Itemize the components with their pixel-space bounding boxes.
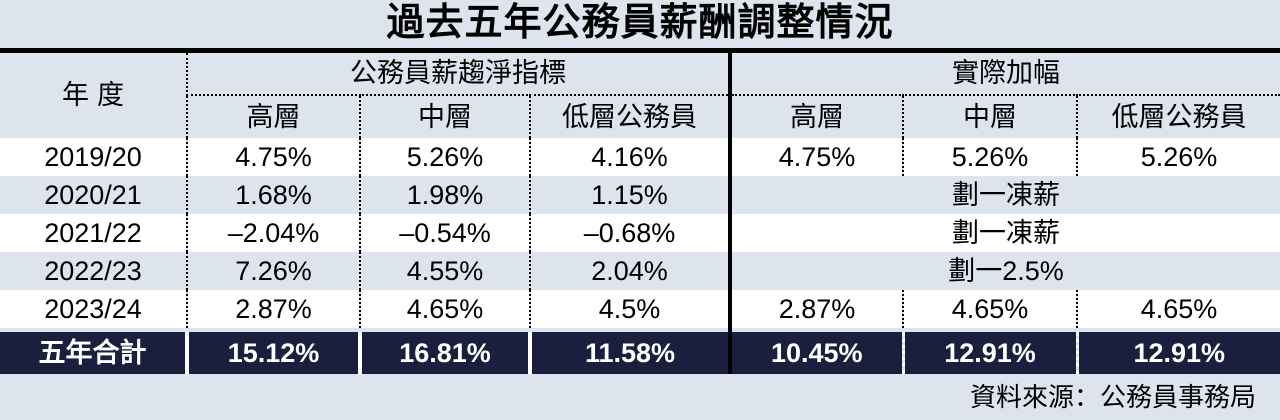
value-cell: 4.16% <box>529 138 730 176</box>
column-header-year: 年度 <box>0 50 187 138</box>
total-value-cell: 15.12% <box>185 328 360 374</box>
value-cell: 4.75% <box>186 138 360 176</box>
year-cell: 2023/24 <box>0 290 187 330</box>
table-row-2020-21: 2020/21 1.68% 1.98% 1.15% 劃一凍薪 <box>0 176 1280 214</box>
value-cell: 4.5% <box>529 290 730 330</box>
value-cell: 5.26% <box>902 138 1077 176</box>
total-value-cell: 16.81% <box>358 328 530 374</box>
column-header-actual-lower: 低層公務員 <box>1075 95 1280 138</box>
total-value-cell: 10.45% <box>728 328 903 374</box>
year-cell: 2022/23 <box>0 252 187 290</box>
total-label-cell: 五年合計 <box>0 328 187 374</box>
value-cell: 2.87% <box>728 290 903 330</box>
table-row-2021-22: 2021/22 –2.04% –0.54% –0.68% 劃一凍薪 <box>0 214 1280 252</box>
column-header-trend-lower: 低層公務員 <box>529 95 730 138</box>
value-cell: 4.75% <box>728 138 903 176</box>
data-source-caption: 資料來源：公務員事務局 <box>969 382 1256 412</box>
value-cell: 4.65% <box>359 290 530 330</box>
value-cell: 4.65% <box>1075 290 1280 330</box>
table-row-2022-23: 2022/23 7.26% 4.55% 2.04% 劃一2.5% <box>0 252 1280 290</box>
column-header-trend-middle: 中層 <box>359 95 530 138</box>
table-row-2023-24: 2023/24 2.87% 4.65% 4.5% 2.87% 4.65% 4.6… <box>0 290 1280 330</box>
table-row-2019-20: 2019/20 4.75% 5.26% 4.16% 4.75% 5.26% 5.… <box>0 138 1280 176</box>
value-cell: –0.54% <box>359 214 530 252</box>
value-cell: 1.98% <box>359 176 530 214</box>
page-title: 過去五年公務員薪酬調整情況 <box>386 2 894 44</box>
value-cell: 1.15% <box>529 176 730 214</box>
total-value-cell: 11.58% <box>528 328 730 374</box>
total-value-cell: 12.91% <box>901 328 1077 374</box>
merged-cell-pay-freeze: 劃一凍薪 <box>727 214 1280 252</box>
column-header-actual-middle: 中層 <box>902 95 1077 138</box>
table-group-header-row: 年度 公務員薪趨淨指標 實際加幅 <box>0 50 1280 138</box>
value-cell: 4.55% <box>359 252 530 290</box>
merged-cell-pay-freeze: 劃一凍薪 <box>727 176 1280 214</box>
value-cell: 5.26% <box>359 138 530 176</box>
table-sub-header-row: 高層 中層 低層公務員 高層 中層 低層公務員 <box>0 95 1280 138</box>
column-group-actual-increase: 實際加幅 <box>727 50 1280 96</box>
table-total-row: 五年合計 15.12% 16.81% 11.58% 10.45% 12.91% … <box>0 328 1280 374</box>
total-value-cell: 12.91% <box>1075 328 1280 374</box>
value-cell: –0.68% <box>529 214 730 252</box>
value-cell: 7.26% <box>186 252 360 290</box>
value-cell: –2.04% <box>186 214 360 252</box>
value-cell: 1.68% <box>186 176 360 214</box>
value-cell: 5.26% <box>1075 138 1280 176</box>
column-group-pay-trend-indicator: 公務員薪趨淨指標 <box>186 50 730 96</box>
year-cell: 2021/22 <box>0 214 187 252</box>
value-cell: 2.87% <box>186 290 360 330</box>
column-header-actual-senior: 高層 <box>728 95 903 138</box>
merged-cell-uniform-increase: 劃一2.5% <box>727 252 1280 290</box>
value-cell: 4.65% <box>902 290 1077 330</box>
pay-adjustment-table: 年度 公務員薪趨淨指標 實際加幅 高層 中層 低層公務員 高層 中層 低層公務員… <box>0 48 1280 374</box>
value-cell: 2.04% <box>529 252 730 290</box>
year-cell: 2019/20 <box>0 138 187 176</box>
year-cell: 2020/21 <box>0 176 187 214</box>
column-header-trend-senior: 高層 <box>186 95 360 138</box>
